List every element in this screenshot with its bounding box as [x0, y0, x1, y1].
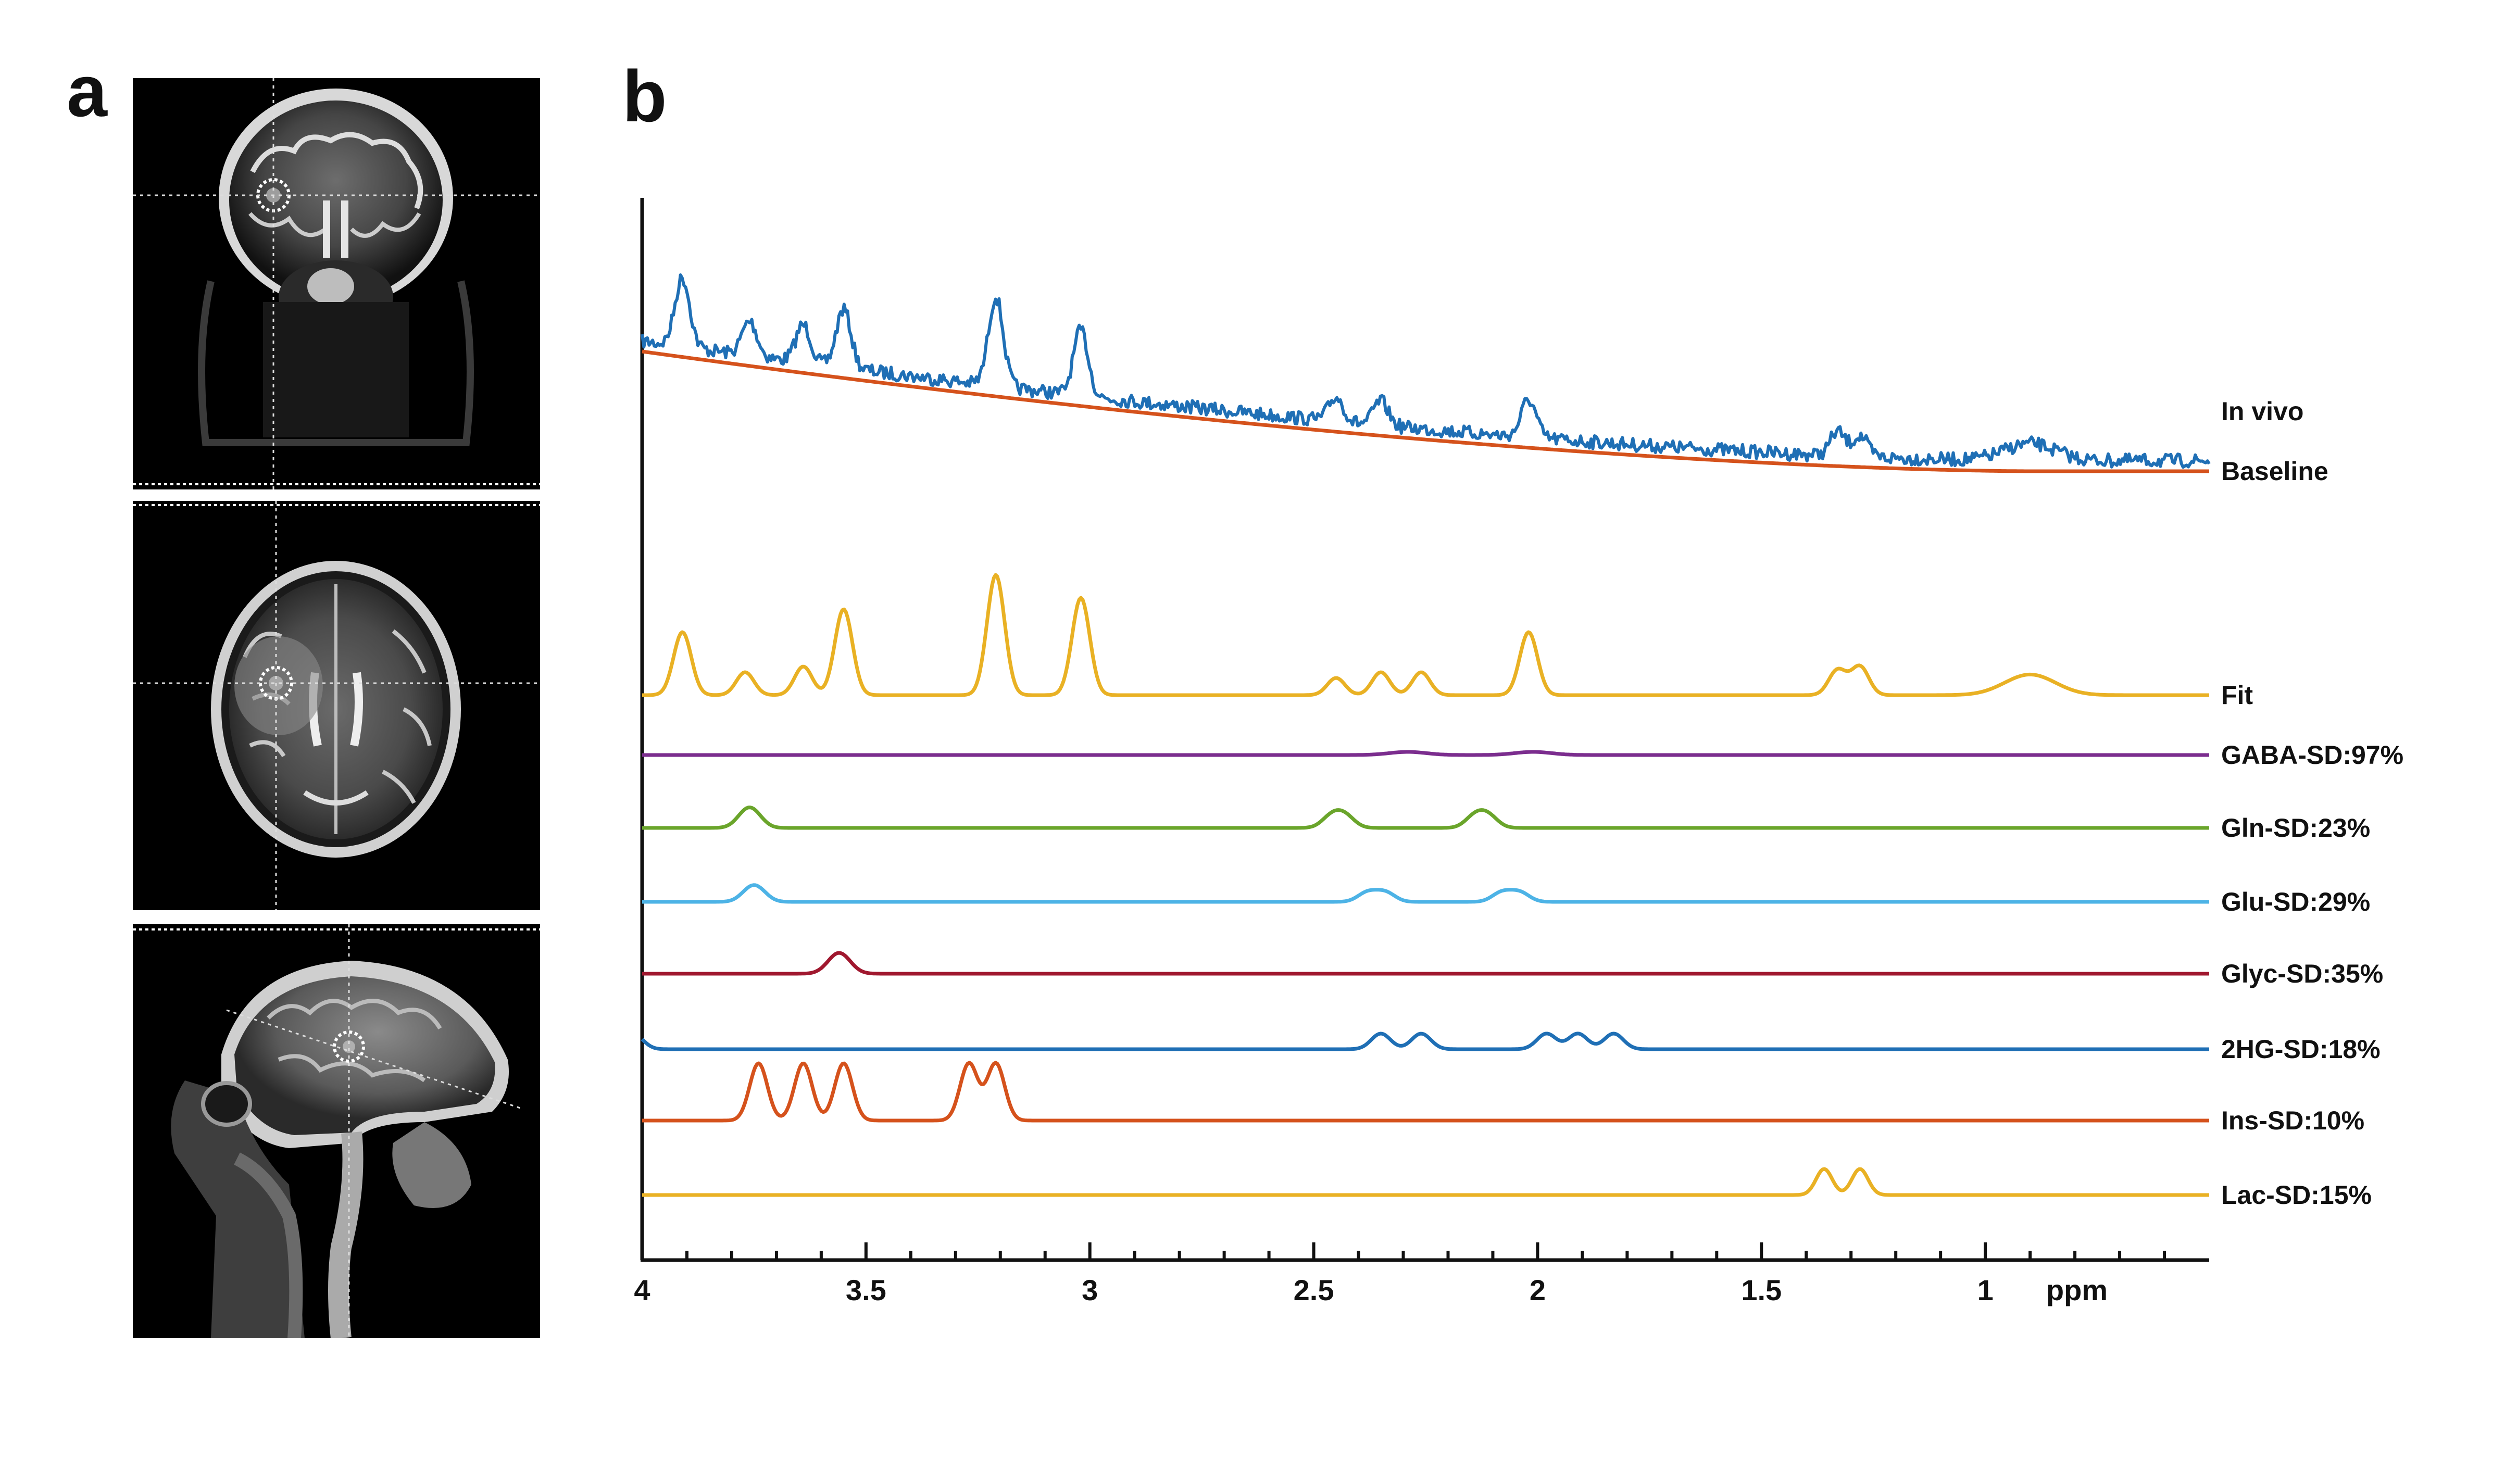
trace-label-gaba: GABA-SD:97%	[2221, 740, 2403, 770]
mri-sagittal-image	[133, 924, 540, 1338]
trace-gaba	[642, 750, 2210, 757]
x-tick-label: 3	[1082, 1274, 1098, 1306]
trace-label-fit: Fit	[2221, 681, 2253, 710]
x-tick-label: 2	[1530, 1274, 1546, 1306]
trace-fit	[642, 573, 2210, 697]
trace-2hg	[641, 1032, 2210, 1051]
mri-axial-image	[133, 501, 540, 910]
x-tick-label: 1.5	[1741, 1274, 1782, 1306]
trace-gln	[642, 806, 2210, 830]
trace-label-glyc: Glyc-SD:35%	[2221, 959, 2383, 988]
trace-lac	[642, 1167, 2210, 1197]
panel-b-label: b	[622, 55, 667, 137]
x-tick-label: 2.5	[1294, 1274, 1334, 1306]
trace-ins	[642, 1061, 2210, 1123]
panel-a-label: a	[67, 50, 107, 132]
trace-label-ins: Ins-SD:10%	[2221, 1106, 2364, 1135]
trace-in-vivo	[641, 273, 2211, 469]
trace-label-lac: Lac-SD:15%	[2221, 1180, 2372, 1210]
trace-label-gln: Gln-SD:23%	[2221, 813, 2370, 842]
trace-glu	[642, 883, 2210, 904]
mri-coronal-image	[133, 78, 540, 489]
trace-label-2hg: 2HG-SD:18%	[2221, 1035, 2381, 1064]
trace-glyc	[642, 951, 2210, 976]
x-tick-label: 1	[1977, 1274, 1994, 1306]
x-tick-label: 3.5	[846, 1274, 886, 1306]
trace-label-glu: Glu-SD:29%	[2221, 887, 2370, 916]
trace-label-baseline: Baseline	[2221, 457, 2328, 486]
trace-baseline	[642, 349, 2210, 473]
trace-label-in-vivo: In vivo	[2221, 397, 2303, 426]
x-tick-label: 4	[634, 1274, 650, 1306]
x-axis-label: ppm	[2046, 1274, 2108, 1306]
